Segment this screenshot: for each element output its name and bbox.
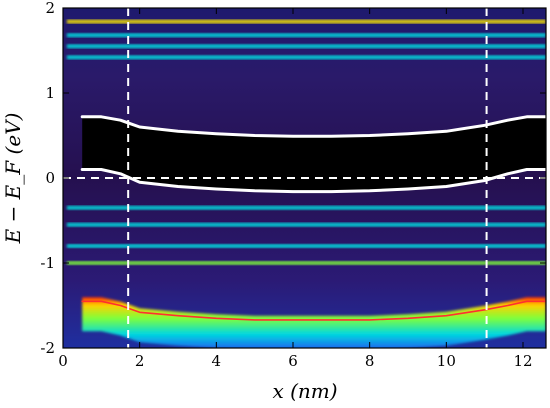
y-axis-label: E − E_F (eV) <box>1 113 25 245</box>
band-6 <box>66 244 546 248</box>
valence-edge-glow <box>82 297 546 348</box>
x-axis: 0 2 4 6 8 10 12 <box>58 8 533 370</box>
x-tick-label: 4 <box>212 352 222 370</box>
x-tick-label: 2 <box>135 352 145 370</box>
plot-area <box>63 8 546 348</box>
x-tick-label: 12 <box>513 352 532 370</box>
series-layer <box>80 115 546 321</box>
y-tick-label: -2 <box>40 339 55 357</box>
x-tick-label: 0 <box>58 352 68 370</box>
y-tick-label: 2 <box>45 0 55 17</box>
y-tick-label: 0 <box>45 169 55 187</box>
reference-lines <box>63 8 546 348</box>
bands-layer <box>66 19 546 265</box>
band-5 <box>66 222 546 227</box>
band-gap-region <box>82 116 546 192</box>
band-2 <box>66 44 546 49</box>
band-3 <box>66 55 546 60</box>
series-line-2 <box>81 300 546 321</box>
y-tick-label: -1 <box>40 254 55 272</box>
x-tick-label: 10 <box>437 352 456 370</box>
x-tick-label: 6 <box>288 352 298 370</box>
band-7 <box>66 261 546 265</box>
band-1 <box>66 33 546 38</box>
series-line-0 <box>80 115 546 138</box>
x-axis-label: x (nm) <box>272 379 337 403</box>
x-tick-label: 8 <box>365 352 375 370</box>
band-4 <box>66 205 546 210</box>
series-line-1 <box>80 168 546 194</box>
y-axis: -2 -1 0 1 2 <box>40 0 546 357</box>
band-0 <box>66 19 546 24</box>
y-tick-label: 1 <box>45 84 55 102</box>
